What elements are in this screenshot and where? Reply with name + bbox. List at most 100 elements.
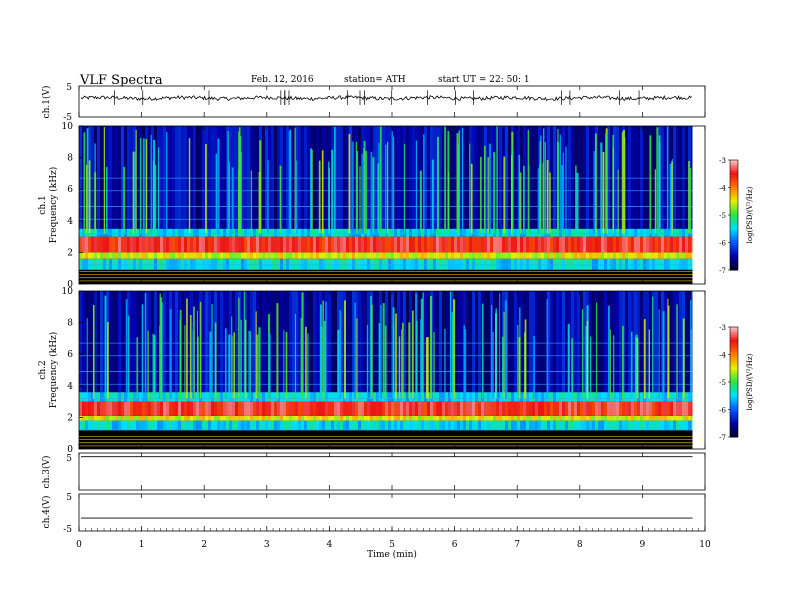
spectrogram-band-cell <box>181 401 185 416</box>
spectrogram-band-cell <box>220 258 224 270</box>
spectrogram-band-cell <box>508 420 512 431</box>
spectrogram-band-cell <box>640 415 644 421</box>
ch2-spectrogram <box>79 291 705 449</box>
spectrogram-band-cell <box>574 236 578 253</box>
spectrogram-band-cell <box>667 236 671 253</box>
spectrogram-band-cell <box>628 401 632 416</box>
colorbar-segment <box>730 222 738 226</box>
ch4-ytick-top: 5 <box>66 493 72 503</box>
colorbar-segment <box>730 232 738 236</box>
spectrogram-band-cell <box>109 228 113 237</box>
spectrogram-band-cell <box>535 126 539 229</box>
spectrogram-band-cell <box>649 415 653 421</box>
spectrogram-band-cell <box>631 291 635 393</box>
spectrogram-band-cell <box>136 415 140 421</box>
spectrogram-band-cell <box>544 291 548 393</box>
spectrogram-band-cell <box>436 236 440 253</box>
spectrogram-band-cell <box>385 252 389 259</box>
spectrogram-band-cell <box>286 252 290 259</box>
spectrogram-band-cell <box>223 258 227 270</box>
spectrogram-band-cell <box>244 258 248 270</box>
spectrogram-band-cell <box>637 420 641 431</box>
spectrogram-band-cell <box>100 252 104 259</box>
spectrogram-band-cell <box>187 228 191 237</box>
spectrogram-band-cell <box>376 258 380 270</box>
spectrogram-band-cell <box>163 291 167 393</box>
spectrogram-band-cell <box>388 126 392 229</box>
spectrogram-band-cell <box>478 252 482 259</box>
spectrogram-band-cell <box>469 420 473 431</box>
spectrogram-band-cell <box>508 415 512 421</box>
spectrogram-band-cell <box>229 392 233 402</box>
spectrogram-band-cell <box>175 291 179 393</box>
spectrogram-band-cell <box>481 236 485 253</box>
spectrogram-band-cell <box>283 252 287 259</box>
colorbar-segment <box>730 245 738 248</box>
spectrogram-band-cell <box>487 258 491 270</box>
spectrogram-band-cell <box>211 401 215 416</box>
spectrogram-band-cell <box>496 252 500 259</box>
spectrogram-band-cell <box>499 252 503 259</box>
time-tick-label: 6 <box>452 540 458 550</box>
spectrogram-band-cell <box>580 401 584 416</box>
spectrogram-band-cell <box>592 291 596 393</box>
spectrogram-band-cell <box>277 258 281 270</box>
spectrogram-band-cell <box>313 415 317 421</box>
spectrogram-band-cell <box>187 258 191 270</box>
spectrogram-band-cell <box>208 401 212 416</box>
spectrogram-band-cell <box>91 415 95 421</box>
spectrogram-band-cell <box>586 401 590 416</box>
spectrogram-band-cell <box>277 228 281 237</box>
spectrogram-band-cell <box>397 420 401 431</box>
spectrogram-band-cell <box>670 420 674 431</box>
colorbar-segment <box>730 344 738 348</box>
spectrogram-band-cell <box>382 401 386 416</box>
spectrogram-band-cell <box>484 415 488 421</box>
spectrogram-band-cell <box>340 392 344 402</box>
spectrogram-band-cell <box>574 401 578 416</box>
spectrogram-band-cell <box>598 415 602 421</box>
spectrogram-band-cell <box>406 401 410 416</box>
spectrogram-band-cell <box>595 420 599 431</box>
spectrogram-band-cell <box>196 415 200 421</box>
spectrogram-band-cell <box>595 236 599 253</box>
spectrogram-band-cell <box>445 258 449 270</box>
spectrogram-band-cell <box>298 252 302 259</box>
spectrogram-band-cell <box>562 291 566 393</box>
spectrogram-band-cell <box>550 252 554 259</box>
spectrogram-band-cell <box>616 228 620 237</box>
spectrogram-band-cell <box>532 401 536 416</box>
spectrogram-band-cell <box>439 236 443 253</box>
spectrogram-band-cell <box>565 252 569 259</box>
spectrogram-band-cell <box>460 291 464 393</box>
spectrogram-band-cell <box>529 228 533 237</box>
spectrogram-band-cell <box>355 420 359 431</box>
spectrogram-band-cell <box>568 420 572 431</box>
spectrogram-band-cell <box>289 420 293 431</box>
spectrogram-band-cell <box>643 401 647 416</box>
spectrogram-band-cell <box>679 236 683 253</box>
spectrogram-band-cell <box>601 252 605 259</box>
spectrogram-band-cell <box>682 126 686 229</box>
colorbar-segment <box>730 247 738 251</box>
spectrogram-band-cell <box>670 258 674 270</box>
spectrogram-band-cell <box>223 420 227 431</box>
spectrogram-band-cell <box>184 392 188 402</box>
spectrogram-band-cell <box>121 126 125 229</box>
spectrogram-band-cell <box>169 252 173 259</box>
spectrogram-band-cell <box>406 126 410 229</box>
colorbar-segment <box>730 427 738 430</box>
spectrogram-band-cell <box>445 228 449 237</box>
spectrogram-band-cell <box>514 420 518 431</box>
spectrogram-band-cell <box>199 258 203 270</box>
spectrogram-band-cell <box>409 236 413 253</box>
spectrogram-band-cell <box>241 236 245 253</box>
spectrogram-band-cell <box>508 392 512 402</box>
spectrogram-band-cell <box>349 420 353 431</box>
spectrogram-band-cell <box>115 420 119 431</box>
spectrogram-band-cell <box>346 126 350 229</box>
spectrogram-band-cell <box>169 126 173 229</box>
time-tick-label: 9 <box>640 540 646 550</box>
spectrogram-band-cell <box>421 420 425 431</box>
spectrogram-band-cell <box>205 420 209 431</box>
